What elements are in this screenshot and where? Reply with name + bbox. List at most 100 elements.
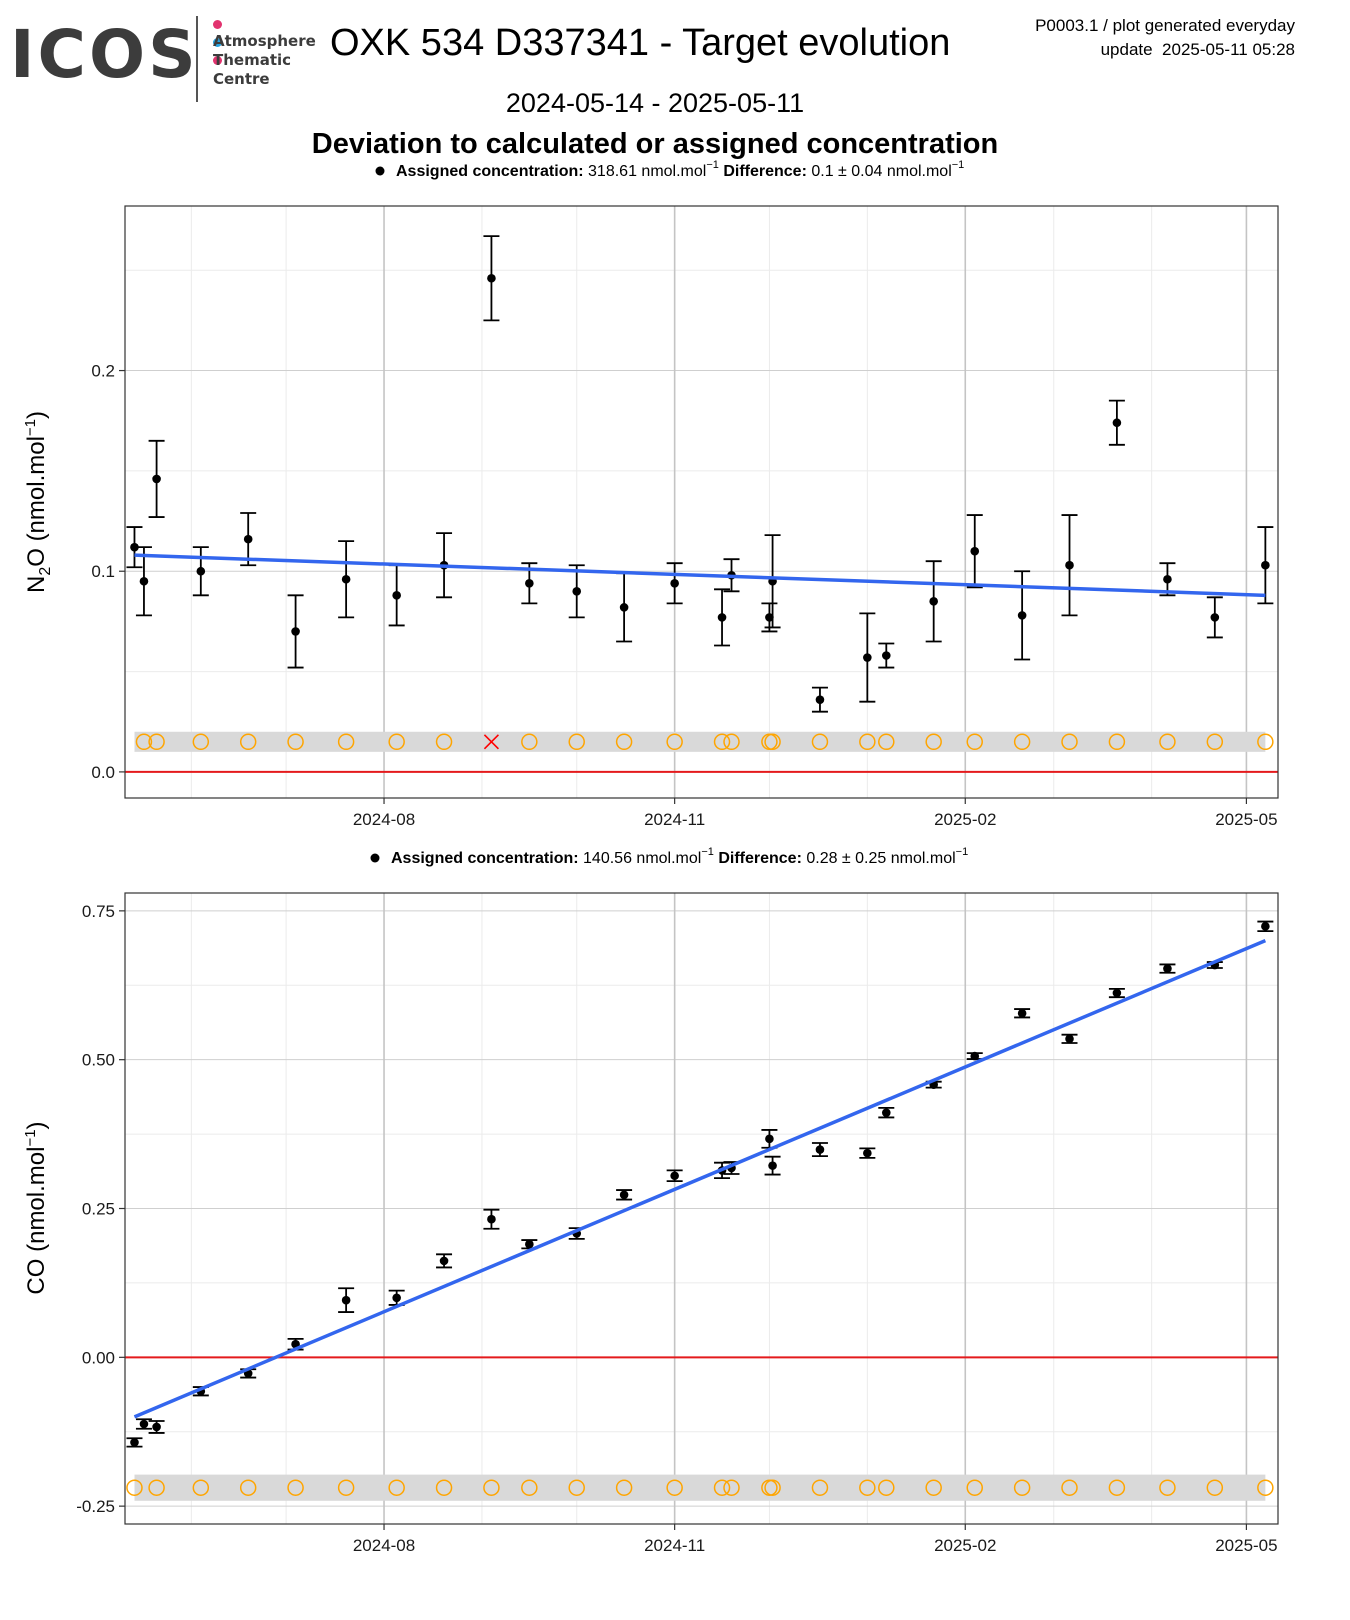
flag-circle — [1013, 733, 1031, 751]
data-point — [1065, 560, 1074, 570]
data-point — [392, 591, 401, 600]
flag-circle — [878, 1479, 895, 1496]
data-point — [1112, 988, 1122, 998]
y-tick-label: 0.00 — [82, 1348, 115, 1367]
data-point — [1065, 1034, 1074, 1044]
meta-line-1: P0003.1 / plot generated everyday — [1035, 16, 1295, 35]
flag-circle — [925, 1479, 942, 1496]
y-label-sup: −1 — [22, 1129, 39, 1146]
flag-circle — [287, 1479, 304, 1496]
flag-circle — [878, 733, 895, 751]
flag-circle — [192, 733, 210, 751]
data-point — [929, 597, 938, 606]
data-point — [670, 578, 679, 588]
data-point — [765, 613, 774, 622]
flag-circle — [1013, 1479, 1031, 1496]
data-point — [815, 695, 825, 704]
data-point — [392, 1293, 401, 1303]
flag-circle — [483, 1479, 500, 1496]
flag-circle — [1108, 1479, 1126, 1496]
data-point — [1261, 560, 1270, 570]
period-range: 2024-05-14 - 2025-05-11 — [505, 88, 805, 118]
data-point — [1017, 611, 1027, 620]
flag-circle — [1159, 1479, 1176, 1496]
flag-circle — [925, 733, 942, 751]
y-tick-label: 0.1 — [91, 562, 115, 581]
data-point — [970, 546, 980, 556]
flag-circle — [966, 733, 983, 751]
data-point — [130, 542, 139, 552]
data-point — [1210, 613, 1220, 622]
flag-circle — [287, 733, 304, 751]
generation-meta: P0003.1 / plot generated everyday update … — [1035, 14, 1295, 62]
flag-circle — [337, 733, 355, 751]
y-tick-label: 0.75 — [82, 902, 115, 921]
y-tick-label: 0.25 — [82, 1200, 115, 1219]
data-point — [487, 273, 496, 283]
logo-dot-1 — [213, 20, 222, 29]
logo-divider — [196, 16, 198, 102]
flag-circle — [811, 733, 829, 751]
x-tick-label: 2024-11 — [644, 1536, 705, 1555]
chart-panel-2: -0.25 0.00 0.25 0.50 0.75 2024-08 2024-11 2025-… — [22, 846, 1279, 1555]
y-tick-label: -0.25 — [76, 1497, 115, 1516]
flag-circle — [1257, 1479, 1274, 1496]
data-point — [863, 1148, 872, 1158]
data-point — [881, 1108, 891, 1117]
flag-circle — [859, 733, 876, 751]
y-label-part: ) — [23, 1121, 50, 1129]
legend-sup: −1 — [952, 159, 965, 171]
flag-circle — [1206, 733, 1224, 751]
legend-diff-value: 0.28 ± 0.25 nmol.mol — [806, 850, 955, 867]
legend-text: Assigned concentration: 318.61 nmol.mol−… — [396, 159, 964, 180]
x-tick-label: 2025-05 — [1215, 1536, 1277, 1555]
data-point — [152, 1422, 161, 1432]
logo-dots — [213, 16, 226, 70]
chart-subtitle: Deviation to calculated or assigned conc… — [311, 128, 999, 160]
flag-circle — [1206, 1479, 1224, 1496]
y-label-sup: −1 — [22, 419, 39, 436]
flag-circle — [764, 733, 781, 751]
data-point — [1261, 922, 1270, 931]
flag-circle — [568, 1479, 585, 1496]
data-point — [139, 1419, 149, 1429]
legend-diff-value: 0.1 ± 0.04 nmol.mol — [811, 163, 951, 180]
legend-sup: −1 — [956, 846, 969, 858]
logo-wordmark: ICOS — [10, 16, 199, 93]
flag-circle — [615, 733, 633, 751]
legend-label: Assigned concentration: — [391, 850, 583, 867]
legend-diff-label: Difference: — [714, 850, 806, 867]
data-point — [139, 576, 149, 586]
flag-circle — [337, 1479, 355, 1496]
legend-label: Assigned concentration: — [396, 163, 588, 180]
flag-circle — [713, 733, 731, 751]
data-point — [1112, 418, 1122, 428]
data-point — [670, 1171, 679, 1181]
logo-line-3: Centre — [213, 70, 270, 88]
flag-circle — [615, 1479, 633, 1496]
flag-circle — [1108, 733, 1126, 751]
flag-circle — [568, 733, 585, 751]
y-tick-label: 0.0 — [91, 763, 115, 782]
data-point — [243, 534, 253, 544]
legend-sup: −1 — [706, 159, 719, 171]
data-point — [765, 1134, 774, 1144]
flag-cross — [483, 734, 499, 750]
data-point — [487, 1214, 496, 1224]
data-point — [619, 1190, 629, 1200]
flag-circle — [859, 1479, 876, 1496]
y-tick-label: 0.50 — [82, 1051, 115, 1070]
flag-circle — [1061, 733, 1078, 751]
x-tick-label: 2024-08 — [353, 810, 415, 829]
data-point — [881, 651, 891, 660]
y-label-part: O (nmol.mol — [23, 436, 50, 567]
legend-value: 318.61 nmol.mol — [588, 163, 706, 180]
logo-dot-2 — [213, 38, 222, 47]
trend-line — [133, 939, 1267, 1419]
flag-band — [134, 1474, 1266, 1501]
legend-dot — [375, 166, 385, 176]
flag-circle — [435, 733, 453, 751]
legend-diff-label: Difference: — [719, 163, 811, 180]
flag-circle — [1257, 733, 1274, 751]
